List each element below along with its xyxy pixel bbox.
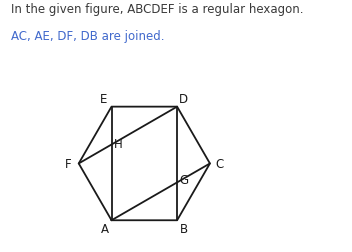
Text: D: D [179,93,188,106]
Text: H: H [114,137,122,150]
Text: E: E [100,93,107,106]
Text: F: F [65,157,71,170]
Text: In the given figure, ABCDEF is a regular hexagon.: In the given figure, ABCDEF is a regular… [11,3,303,15]
Text: C: C [215,157,223,170]
Text: G: G [179,174,188,186]
Text: AC, AE, DF, DB are joined.: AC, AE, DF, DB are joined. [11,30,164,43]
Text: A: A [101,223,109,235]
Text: B: B [180,223,188,235]
